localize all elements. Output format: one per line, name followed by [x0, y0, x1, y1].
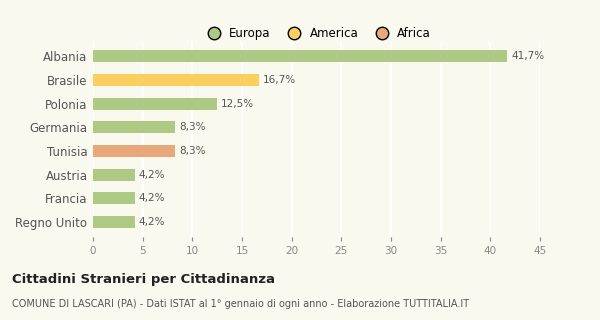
Bar	[93, 192, 135, 204]
Legend: Europa, America, Africa: Europa, America, Africa	[197, 22, 436, 44]
Bar	[93, 98, 217, 110]
Text: 4,2%: 4,2%	[139, 217, 165, 227]
Text: 16,7%: 16,7%	[263, 75, 296, 85]
Text: 8,3%: 8,3%	[179, 146, 206, 156]
Bar	[93, 51, 507, 62]
Bar	[93, 145, 175, 157]
Text: COMUNE DI LASCARI (PA) - Dati ISTAT al 1° gennaio di ogni anno - Elaborazione TU: COMUNE DI LASCARI (PA) - Dati ISTAT al 1…	[12, 299, 469, 309]
Bar	[93, 122, 175, 133]
Text: 12,5%: 12,5%	[221, 99, 254, 109]
Bar	[93, 216, 135, 228]
Text: 4,2%: 4,2%	[139, 170, 165, 180]
Bar	[93, 169, 135, 180]
Text: Cittadini Stranieri per Cittadinanza: Cittadini Stranieri per Cittadinanza	[12, 273, 275, 286]
Text: 4,2%: 4,2%	[139, 193, 165, 203]
Text: 41,7%: 41,7%	[511, 52, 544, 61]
Text: 8,3%: 8,3%	[179, 122, 206, 132]
Bar	[93, 74, 259, 86]
